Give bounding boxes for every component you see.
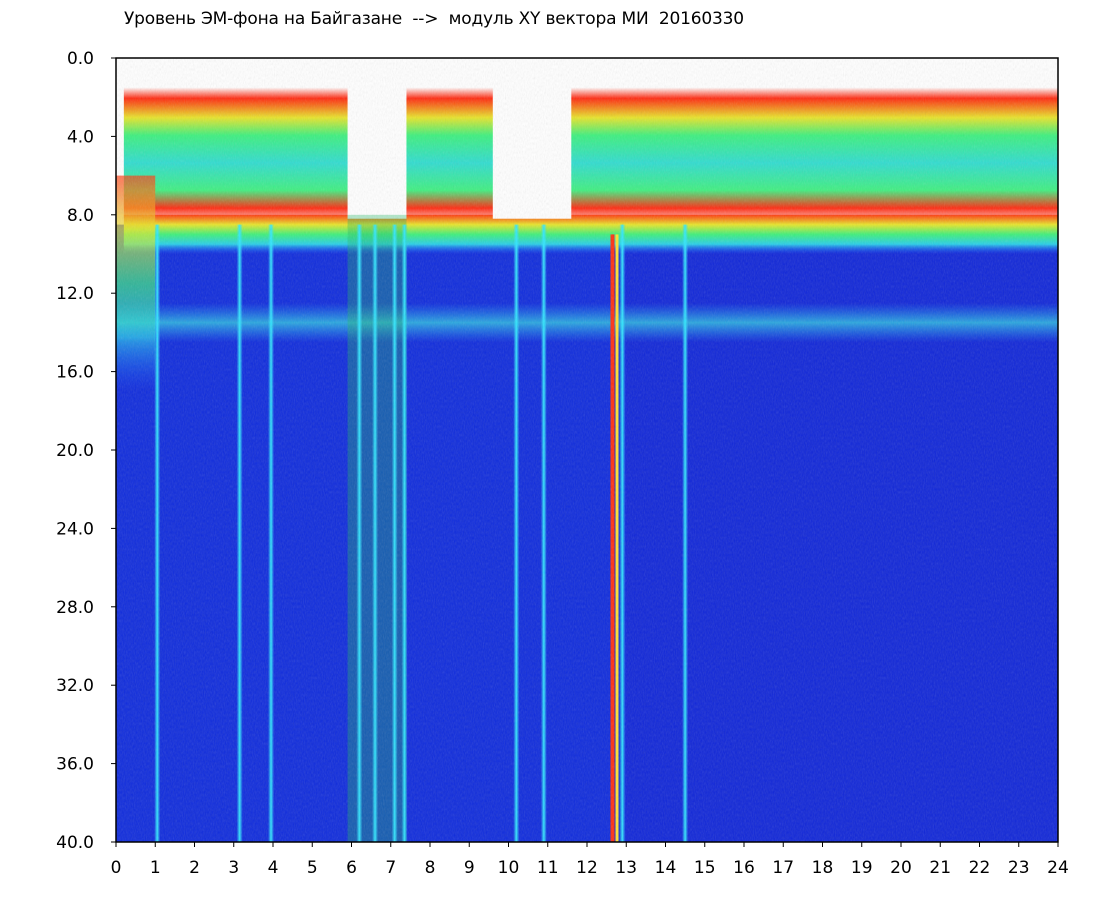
- x-tick-label: 6: [346, 858, 357, 878]
- x-tick-label: 16: [733, 858, 755, 878]
- x-tick-label: 24: [1047, 858, 1069, 878]
- x-tick-label: 20: [890, 858, 912, 878]
- chart-title: Уровень ЭМ-фона на Байгазане --> модуль …: [124, 9, 744, 29]
- y-tick-label: 32.0: [56, 676, 94, 696]
- x-tick-label: 18: [812, 858, 834, 878]
- x-tick-label: 19: [851, 858, 873, 878]
- x-tick-label: 3: [228, 858, 239, 878]
- y-tick-label: 4.0: [67, 127, 94, 147]
- y-tick-label: 20.0: [56, 441, 94, 461]
- y-tick-label: 28.0: [56, 598, 94, 618]
- x-tick-label: 4: [268, 858, 279, 878]
- x-tick-label: 12: [576, 858, 598, 878]
- y-tick-label: 8.0: [67, 206, 94, 226]
- x-tick-label: 11: [537, 858, 559, 878]
- x-tick-label: 5: [307, 858, 318, 878]
- x-tick-label: 15: [694, 858, 716, 878]
- x-tick-label: 23: [1008, 858, 1030, 878]
- x-tick-label: 21: [929, 858, 951, 878]
- x-tick-label: 22: [969, 858, 991, 878]
- x-tick-label: 9: [464, 858, 475, 878]
- y-tick-label: 12.0: [56, 284, 94, 304]
- x-tick-label: 1: [150, 858, 161, 878]
- x-tick-label: 14: [655, 858, 677, 878]
- x-tick-label: 8: [425, 858, 436, 878]
- y-tick-label: 0.0: [67, 49, 94, 69]
- y-tick-label: 40.0: [56, 833, 94, 853]
- x-tick-label: 10: [498, 858, 520, 878]
- x-tick-label: 2: [189, 858, 200, 878]
- noise-overlay: [116, 58, 1058, 842]
- x-tick-label: 17: [772, 858, 794, 878]
- x-tick-label: 13: [615, 858, 637, 878]
- y-tick-label: 24.0: [56, 519, 94, 539]
- x-tick-label: 7: [385, 858, 396, 878]
- x-tick-label: 0: [111, 858, 122, 878]
- y-tick-label: 16.0: [56, 363, 94, 383]
- y-tick-label: 36.0: [56, 755, 94, 775]
